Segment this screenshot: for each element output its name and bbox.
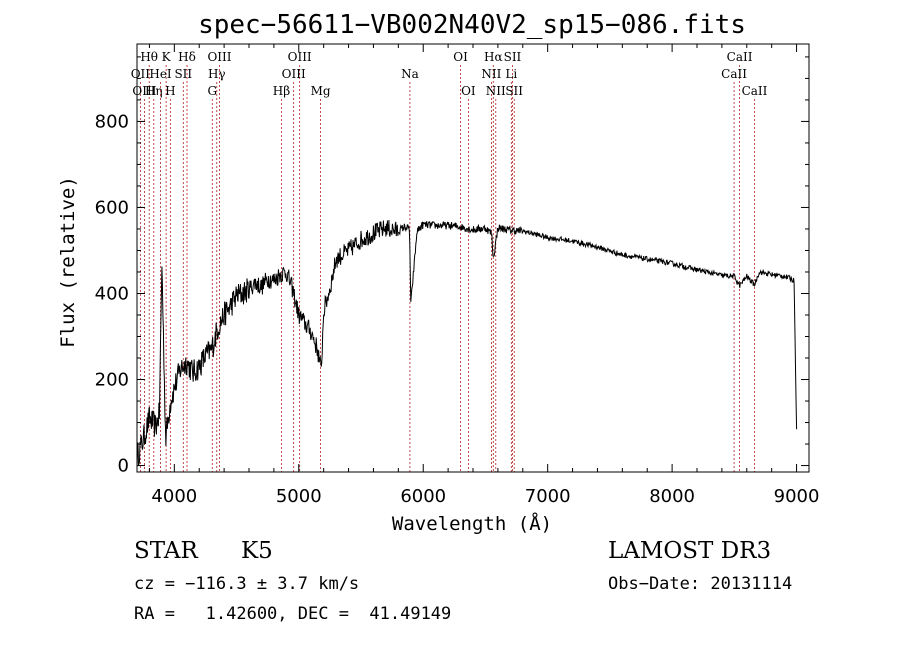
line-label: K [162, 50, 172, 64]
x-tick-label: 6000 [400, 486, 446, 507]
observation-date: Obs−Date: 20131114 [608, 574, 793, 594]
line-label: G [207, 84, 217, 98]
survey-label: LAMOST DR3 [608, 538, 772, 564]
y-tick-label: 600 [95, 197, 129, 218]
line-label: Na [401, 67, 419, 81]
line-label: SII [504, 50, 522, 64]
y-tick-label: 200 [95, 370, 129, 391]
line-label: Hβ [273, 84, 290, 98]
line-label: Hη [145, 84, 163, 98]
line-label: SII [505, 84, 523, 98]
line-label: Hδ [178, 50, 196, 64]
line-label: OIII [282, 67, 306, 81]
line-label: CaII [742, 84, 768, 98]
line-label: Li [505, 67, 517, 81]
line-label: Hγ [208, 67, 226, 81]
line-label: HeI [149, 67, 172, 81]
line-label: OII [131, 67, 151, 81]
line-label: Hθ [140, 50, 158, 64]
coordinates: RA = 1.42600, DEC = 41.49149 [134, 604, 452, 624]
spectrum-line [136, 219, 798, 468]
plot-frame [136, 43, 810, 473]
object-class: STAR [134, 538, 198, 564]
line-label: NII [486, 84, 506, 98]
line-label: H [165, 84, 175, 98]
y-axis-label: Flux (relative) [57, 176, 79, 348]
line-label: OIII [288, 50, 312, 64]
line-label: CaII [727, 50, 753, 64]
line-label: Mg [311, 84, 331, 98]
y-tick-label: 0 [118, 456, 129, 477]
line-label: OI [461, 84, 476, 98]
chart-title: spec−56611−VB002N40V2_sp15−086.fits [198, 10, 746, 40]
line-label: NII [481, 67, 501, 81]
x-tick-label: 9000 [774, 486, 820, 507]
line-label: OI [453, 50, 468, 64]
x-tick-label: 4000 [151, 486, 197, 507]
object-subclass: K5 [241, 538, 273, 564]
line-label: SII [174, 67, 192, 81]
x-tick-label: 5000 [276, 486, 322, 507]
line-label: Hα [484, 50, 503, 64]
y-tick-label: 400 [95, 283, 129, 304]
line-label: CaII [721, 67, 747, 81]
x-tick-label: 7000 [525, 486, 571, 507]
line-label: OIII [132, 84, 156, 98]
x-axis-label: Wavelength (Å) [392, 512, 552, 535]
redshift-info: cz = −116.3 ± 3.7 km/s [134, 574, 360, 594]
axes: 4000 5000 6000 7000 8000 9000 0 200 400 600 800 [95, 44, 820, 507]
line-label: OIII [207, 50, 231, 64]
y-tick-label: 800 [95, 111, 129, 132]
x-tick-label: 8000 [649, 486, 695, 507]
